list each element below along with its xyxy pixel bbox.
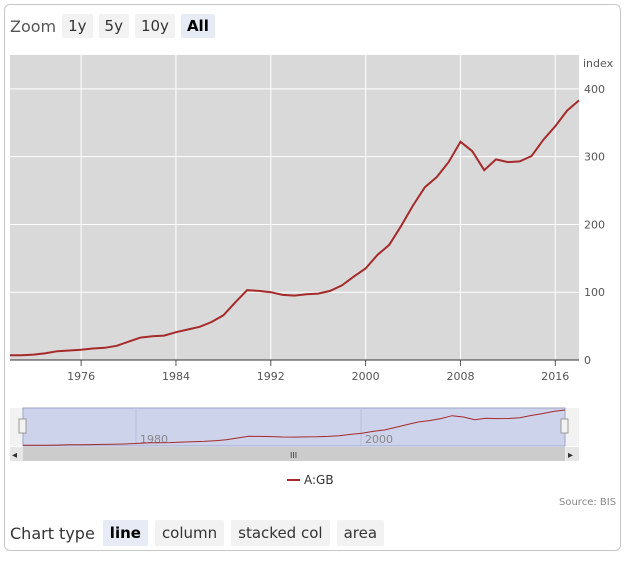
scrollbar-left-arrow-icon: ◂ [12,450,17,461]
x-tick-label: 1976 [67,370,95,383]
chart-type-line-button[interactable]: line [102,520,148,546]
zoom-5y-button[interactable]: 5y [98,14,129,38]
legend-swatch-icon [287,479,300,481]
chart-type-label: Chart type [10,523,95,543]
grid-lines [10,55,579,360]
legend-label: A:GB [304,473,334,487]
legend-item-agb[interactable]: A:GB [287,473,334,487]
y-tick-label: 300 [584,151,605,164]
scrollbar-right-button[interactable] [566,447,579,461]
y-tick-label: 100 [584,286,605,299]
chart-type-column-button[interactable]: column [154,520,225,546]
y-tick-label: 0 [584,354,591,367]
plot-background [10,55,579,360]
navigator-handle-right[interactable] [560,418,569,434]
source-credit: Source: BIS [559,497,617,508]
x-tick-label: 2008 [446,370,474,383]
chart-type-area-button[interactable]: area [336,520,385,546]
navigator-mask[interactable] [22,407,566,447]
navigator-label-2000: 2000 [365,433,393,446]
zoom-all-button[interactable]: All [180,14,215,38]
navigator-label-1980: 1980 [140,433,168,446]
zoom-1y-button[interactable]: 1y [62,14,93,38]
x-tick-label: 2000 [352,370,380,383]
series-line-agb [10,99,580,357]
chart-type-toolbar: Chart type line column stacked col area [10,520,391,546]
y-tick-label: 200 [584,218,605,231]
y-axis-ticks: 0 100 200 300 400 [584,83,605,367]
navigator-series-line [23,409,566,446]
zoom-label: Zoom [10,16,57,36]
x-tick-label: 2016 [541,370,569,383]
chart-type-stacked-col-button[interactable]: stacked col [231,520,330,546]
x-axis-ticks: 1976 1984 1992 2000 2008 2016 [67,360,569,383]
navigator-handle-left[interactable] [18,418,27,434]
y-tick-label: 400 [584,83,605,96]
x-tick-label: 1992 [257,370,285,383]
scrollbar-left-button[interactable] [10,447,23,461]
scrollbar-grip: III [290,451,297,460]
scrollbar-right-arrow-icon: ▸ [568,450,573,461]
scrollbar-thumb[interactable] [23,447,565,461]
zoom-toolbar: Zoom 1y 5y 10y All [10,14,221,38]
y-axis-title: index [583,57,614,70]
x-tick-label: 1984 [162,370,190,383]
zoom-10y-button[interactable]: 10y [134,14,175,38]
